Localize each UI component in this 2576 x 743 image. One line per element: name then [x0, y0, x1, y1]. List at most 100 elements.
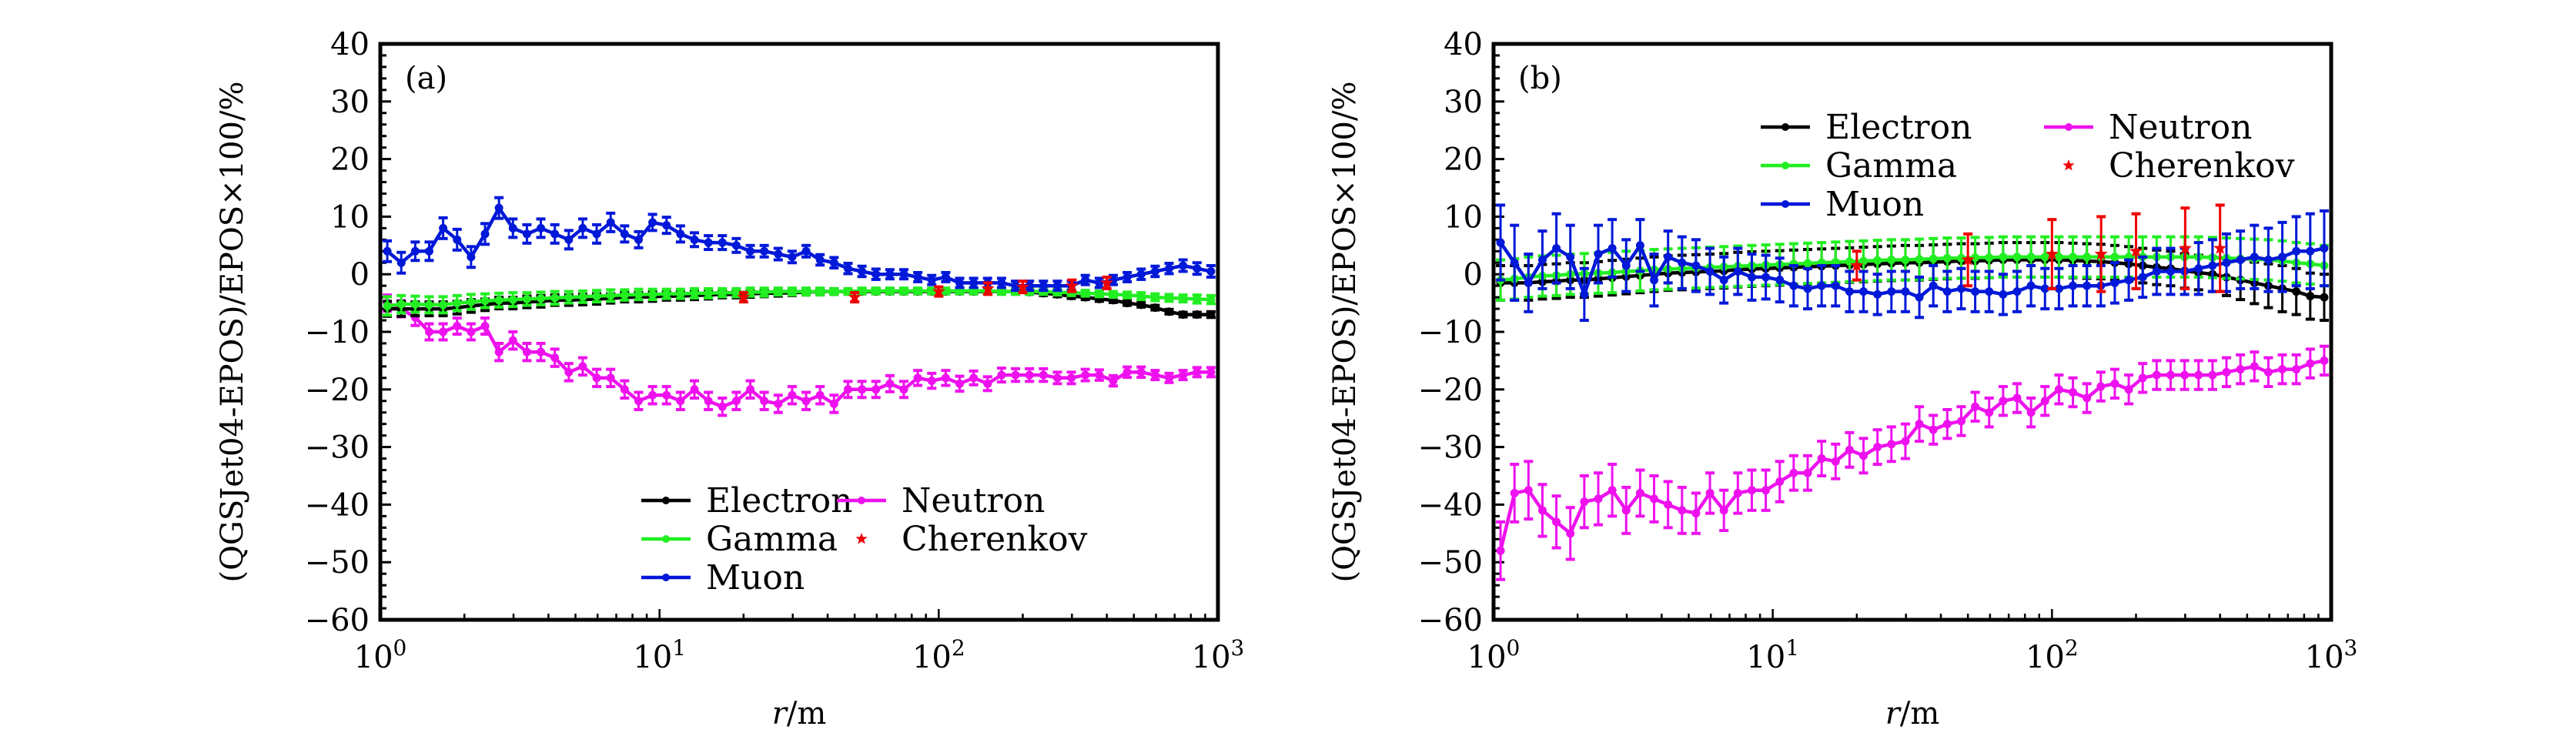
data-point [550, 353, 560, 363]
data-point [676, 229, 685, 239]
data-point [1109, 290, 1118, 299]
data-point [424, 246, 433, 256]
cherenkov-star [2213, 241, 2227, 254]
data-point [1580, 497, 1589, 507]
data-point [690, 235, 699, 244]
cherenkov-star [1015, 279, 1030, 293]
legend-label: Muon [706, 558, 805, 597]
data-point [1122, 299, 1132, 308]
data-point [1664, 500, 1673, 509]
data-point [2166, 370, 2175, 380]
data-point [1678, 506, 1687, 515]
data-point [1929, 281, 1938, 290]
data-point [2040, 284, 2049, 293]
y-axis-label: (QGSJet04-EPOS)/EPOS×100/% [215, 82, 250, 583]
data-point [997, 278, 1006, 287]
cherenkov-star [1961, 253, 1975, 266]
data-point [941, 286, 950, 296]
data-point [1873, 443, 1882, 452]
data-point [1052, 373, 1062, 383]
data-point [1859, 256, 1868, 266]
y-tick-label: 40 [330, 27, 370, 62]
legend-label: Cherenkov [2109, 146, 2295, 186]
data-point [1537, 506, 1547, 515]
data-point [829, 400, 838, 408]
data-point [1580, 290, 1589, 299]
data-point [1136, 367, 1146, 377]
data-point [858, 286, 867, 296]
y-tick-label: −60 [305, 603, 370, 638]
data-point [1664, 253, 1673, 262]
data-point [1621, 261, 1631, 270]
data-point [2306, 246, 2315, 256]
data-point [801, 397, 811, 406]
data-point [606, 291, 615, 300]
data-point [1817, 281, 1826, 290]
data-point [1206, 295, 1216, 304]
data-point [1150, 370, 1159, 380]
y-tick-label: −60 [1418, 603, 1483, 638]
x-tick-label: 103 [1192, 635, 1245, 675]
data-point [1566, 529, 1575, 538]
legend-dot-icon [1781, 200, 1789, 208]
data-point [1193, 264, 1202, 273]
y-tick-label: −30 [305, 430, 370, 466]
data-point [2306, 359, 2315, 368]
data-point [746, 385, 755, 394]
legend-label: Muon [1825, 185, 1924, 224]
data-point [1915, 293, 1924, 302]
data-point [997, 287, 1006, 296]
data-point [1621, 506, 1631, 515]
cherenkov-star [1100, 276, 1114, 289]
y-tick-label: −30 [1418, 430, 1483, 466]
legend-label: Gamma [706, 520, 838, 559]
panel-a: (QGSJet04-EPOS)/EPOS×100/%403020100−10−2… [215, 27, 1244, 731]
data-point [2069, 253, 2078, 262]
data-point [1537, 256, 1547, 264]
data-point [1887, 256, 1896, 264]
data-point [788, 390, 797, 400]
data-point [2263, 367, 2273, 377]
data-point [1566, 253, 1575, 262]
data-point [2250, 362, 2259, 371]
data-point [1845, 287, 1854, 296]
x-tick-label: 100 [1467, 635, 1521, 675]
data-point [1915, 420, 1924, 429]
data-point [2180, 370, 2190, 380]
data-point [2278, 253, 2287, 262]
data-point [955, 379, 965, 388]
data-point [997, 370, 1006, 380]
x-tick-label: 102 [2026, 635, 2079, 675]
data-point [2166, 266, 2175, 276]
data-point [1719, 276, 1728, 285]
data-point [1179, 261, 1188, 270]
data-point [1206, 367, 1216, 377]
data-point [634, 235, 643, 244]
data-point [2040, 253, 2049, 262]
data-point [2194, 264, 2203, 273]
data-point [885, 269, 895, 279]
data-point [1496, 238, 1505, 247]
data-point [2124, 385, 2133, 394]
legend: Electron Neutron Gamma Cherenkov Muon [1761, 108, 2295, 224]
data-point [1999, 253, 2008, 262]
data-point [969, 373, 979, 383]
data-point [1873, 256, 1882, 265]
legend-item-gamma: Gamma [1761, 146, 1957, 186]
x-tick-label: 100 [354, 635, 407, 675]
data-point [1789, 468, 1798, 477]
data-point [2320, 356, 2329, 365]
data-point [1011, 370, 1020, 380]
data-point [2292, 365, 2301, 374]
data-point [1095, 370, 1104, 380]
y-tick-label: 10 [330, 199, 370, 235]
data-point [410, 246, 420, 256]
data-point [1179, 294, 1188, 303]
data-point [829, 258, 838, 267]
legend-dot-icon [858, 497, 865, 504]
data-point [1095, 278, 1104, 287]
data-point [410, 300, 420, 309]
data-point [1165, 264, 1174, 273]
data-point [1733, 488, 1742, 497]
